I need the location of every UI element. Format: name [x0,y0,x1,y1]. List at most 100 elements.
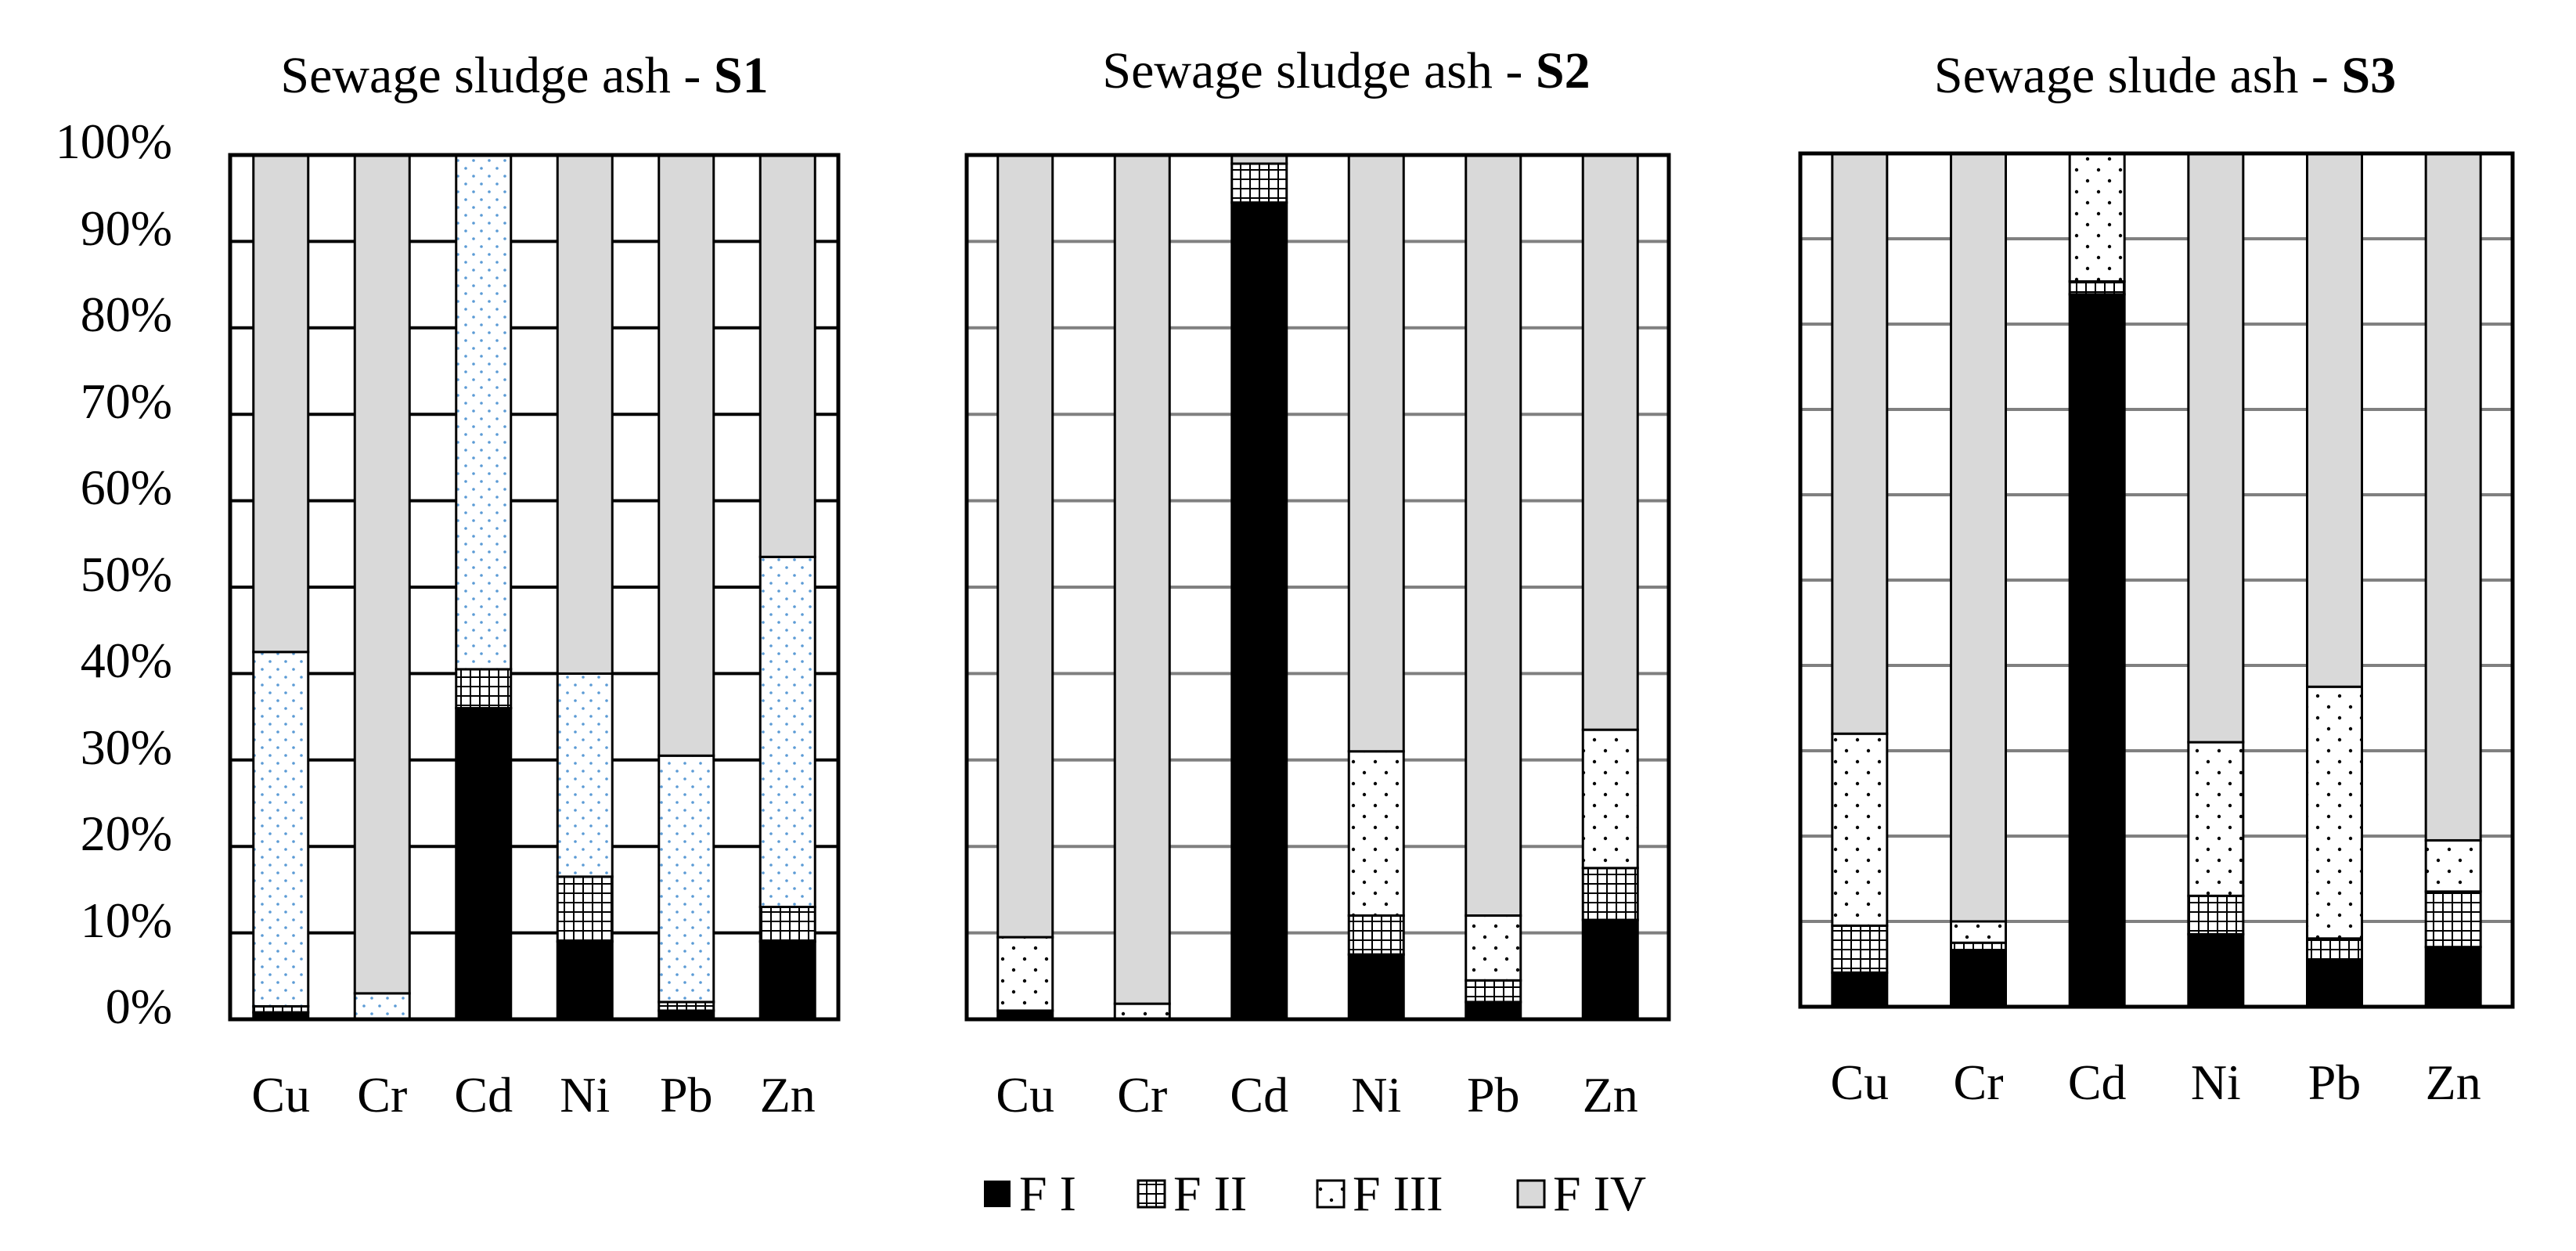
x-tick-label-ni: Ni [2191,1055,2241,1110]
bar-segment-f2-zn [758,905,816,943]
bar-segment-f3-zn [1581,728,1639,870]
x-tick-label-cr: Cr [1117,1067,1167,1123]
bar-segment-f3-cr [1113,1002,1171,1021]
bar-segment-f1-cu [1831,971,1889,1008]
y-tick-label: 50% [81,546,172,602]
legend-label-f4: F IV [1553,1166,1646,1221]
legend-label-f2: F II [1173,1166,1247,1221]
x-tick-label-zn: Zn [1583,1067,1638,1123]
x-tick-label-cu: Cu [996,1067,1054,1123]
x-tick-label-ni: Ni [1351,1067,1401,1123]
bar-segment-f4-pb [2306,152,2363,688]
bar-segment-f1-cr [1950,950,2007,1008]
legend-swatch-f1 [984,1181,1011,1207]
bar-segment-f4-zn [1581,153,1639,731]
bar-segment-f2-pb [1465,979,1522,1004]
y-tick-label: 20% [81,806,172,861]
x-tick-label-cr: Cr [357,1067,407,1123]
x-tick-label-pb: Pb [2308,1055,2362,1110]
legend: F I F II F III F IV [984,1166,1646,1221]
bar-segment-f4-ni [556,153,614,675]
y-tick-label: 10% [81,892,172,948]
x-tick-label-cd: Cd [1230,1067,1288,1123]
plot-frame [228,153,841,1022]
bar-segment-f2-ni [556,875,614,943]
panel-title-s2: Sewage sludge ash - S2 [1102,42,1590,99]
bar-segment-f2-zn [2424,890,2482,949]
bar-segment-f3-zn [2424,838,2482,893]
bar-segment-f4-cu [996,153,1054,939]
x-tick-label-cd: Cd [454,1067,513,1123]
bar-segment-f2-ni [2187,894,2245,936]
bar-segment-f1-cd [2068,293,2126,1008]
bar-segment-f3-cu [1831,732,1889,927]
bar-segment-f1-pb [2306,958,2363,1008]
bar-segment-f4-pb [658,153,715,757]
bar-segment-f2-cu [1831,924,1889,974]
bar-segment-f2-cd [1230,162,1288,204]
bar-segment-f2-cd [2068,280,2126,296]
bar-segment-f1-ni [2187,932,2245,1008]
y-axis-tick-labels: 0% 10% 20% 30% 40% 50% 60% 70% 80% 90% 1… [56,114,172,1034]
panel-s2: Cu Cr Cd Ni Pb Zn [964,153,1671,1123]
bar-segment-f3-cu [252,651,310,1008]
x-tick-label-cr: Cr [1954,1055,2004,1110]
x-tick-label-cd: Cd [2068,1055,2127,1110]
legend-label-f3: F III [1353,1166,1443,1221]
bar-segment-f4-cu [1831,152,1889,735]
y-tick-label: 40% [81,633,172,688]
bar-segment-f3-zn [758,555,816,908]
bar-segment-f1-ni [1347,953,1405,1021]
bar-segment-f1-cd [455,707,513,1021]
bar-segment-f4-pb [1465,153,1522,918]
panel-title-s1: Sewage sludge ash - S1 [280,47,768,104]
plot-frame [964,153,1671,1022]
bar-segment-f3-pb [2306,685,2363,940]
legend-swatch-f2 [1137,1179,1166,1209]
y-tick-label: 70% [81,373,172,429]
x-tick-label-pb: Pb [660,1067,713,1123]
x-tick-label-zn: Zn [2426,1055,2481,1110]
bar-segment-f3-cr [353,992,411,1021]
bar-segment-f4-cr [1113,153,1171,1005]
bar-segment-f3-ni [2187,741,2245,897]
bar-segment-f2-ni [1347,914,1405,956]
bar-segment-f4-zn [2424,152,2482,842]
y-tick-label: 30% [81,719,172,775]
bar-segment-f4-zn [758,153,816,558]
panel-s1: Cu Cr Cd Ni Pb Zn [228,153,841,1123]
x-tick-label-zn: Zn [760,1067,816,1123]
bar-segment-f2-cd [455,668,513,710]
y-tick-label: 60% [81,460,172,515]
bar-segment-f1-pb [1465,1000,1522,1021]
bar-segment-f1-cd [1230,201,1288,1021]
bar-segment-f1-zn [2424,946,2482,1008]
bar-segment-f2-cr [1950,941,2007,953]
bar-segment-f3-pb [1465,914,1522,982]
x-tick-label-cu: Cu [1830,1055,1889,1110]
x-tick-label-cu: Cu [251,1067,310,1123]
bar-segment-f4-ni [2187,152,2245,744]
bar-segment-f3-ni [1347,750,1405,918]
bar-segment-f3-ni [556,672,614,878]
bar-segment-f2-pb [2306,937,2363,961]
bar-segment-f1-ni [556,940,614,1021]
legend-swatch-f3 [1316,1179,1346,1209]
y-tick-label: 100% [56,114,172,169]
legend-swatch-f4 [1516,1179,1546,1209]
bar-segment-f1-zn [1581,918,1639,1021]
bar-segment-f3-pb [658,754,715,1004]
bar-segment-f3-cr [1950,920,2007,944]
bar-segment-f3-cd [2068,152,2126,283]
plot-frame [1798,151,2515,1009]
bar-segment-f2-pb [658,1000,715,1012]
bar-segment-f2-zn [1581,867,1639,921]
panel-title-s3: Sewage slude ash - S3 [1934,47,2396,104]
bar-segment-f4-cr [353,153,411,995]
bar-segment-f1-zn [758,940,816,1021]
panel-s3: Cu Cr Cd Ni Pb Zn [1798,151,2515,1110]
bar-segment-f4-ni [1347,153,1405,753]
bar-segment-f4-cr [1950,152,2007,923]
